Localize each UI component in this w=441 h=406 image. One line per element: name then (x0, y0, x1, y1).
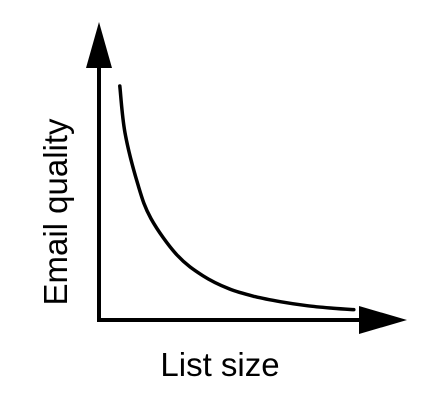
y-axis-arrowhead (86, 22, 112, 68)
x-axis-label: List size (160, 346, 279, 383)
y-axis-label: Email quality (37, 118, 74, 306)
x-axis-arrowhead (359, 306, 407, 334)
series-line-0 (118, 84, 356, 312)
series (118, 84, 356, 312)
axes (86, 22, 407, 334)
